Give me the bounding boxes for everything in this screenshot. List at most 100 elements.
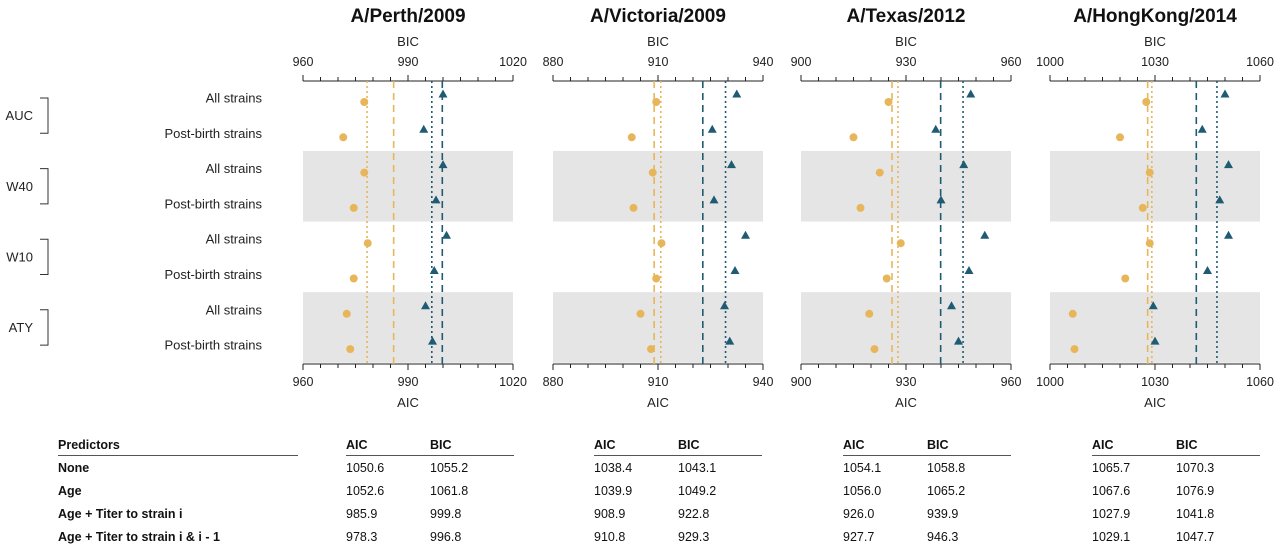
top-tick-label: 1020	[499, 55, 527, 69]
group-bracket	[40, 168, 49, 205]
bic-point	[1203, 266, 1212, 274]
bic-point	[1197, 124, 1207, 133]
bottom-axis-label: AIC	[647, 395, 669, 410]
aic-header: AIC	[1092, 438, 1176, 456]
aic-value: 985.9	[346, 506, 378, 521]
aic-point	[647, 345, 655, 354]
bottom-tick-label: 960	[1001, 375, 1022, 389]
bic-point	[438, 89, 448, 98]
bic-point	[980, 230, 990, 239]
aic-point	[1121, 274, 1130, 283]
bic-point	[709, 195, 719, 204]
group-label: AUC	[6, 108, 33, 123]
bic-point	[725, 336, 735, 345]
aic-point	[652, 98, 661, 106]
table-panel-victoria: AIC BIC 1038.4 1043.1 1039.9 1049.2 908.9 9…	[594, 438, 762, 548]
row-label: Post-birth strains	[164, 338, 262, 353]
bic-value: 996.8	[430, 529, 462, 544]
panel: A/Victoria/2009 BIC AIC 880 880 910 910 940 940	[543, 6, 774, 410]
panel-title: A/HongKong/2014	[1073, 6, 1237, 27]
group-band	[553, 292, 763, 363]
bic-value: 1061.8	[430, 483, 469, 498]
aic-value: 910.8	[594, 529, 626, 544]
panel-title: A/Texas/2012	[846, 6, 965, 27]
aic-point	[342, 309, 351, 318]
aic-point	[657, 239, 666, 248]
bic-value: 1043.1	[678, 460, 717, 475]
aic-point	[636, 309, 645, 318]
row-label: Post-birth strains	[164, 126, 262, 141]
panel: A/Perth/2009 BIC AIC 960 960 990 990 1020 1020	[293, 6, 527, 410]
bic-point	[954, 336, 963, 345]
aic-header: AIC	[346, 438, 430, 456]
bic-point	[1150, 336, 1160, 345]
predictors-header: Predictors	[58, 438, 298, 456]
bic-point	[966, 89, 976, 98]
aic-point	[849, 133, 858, 142]
bottom-tick-label: 1060	[1246, 375, 1274, 389]
bottom-tick-label: 990	[398, 375, 419, 389]
row-label: Post-birth strains	[164, 267, 262, 282]
row-label: All strains	[206, 302, 263, 317]
group-label: W40	[6, 179, 33, 194]
aic-point	[1116, 133, 1124, 142]
predictor-age-titer-i: Age + Titer to strain i	[58, 506, 183, 521]
group-label: W10	[6, 249, 33, 264]
bic-header: BIC	[927, 438, 1011, 456]
top-axis-label: BIC	[647, 34, 669, 49]
aic-point	[865, 309, 874, 318]
group-band	[801, 150, 1011, 222]
aic-point	[1068, 309, 1077, 318]
aic-point	[360, 98, 369, 106]
bic-point	[419, 124, 429, 133]
top-tick-label: 1030	[1141, 55, 1169, 69]
aic-value: 1027.9	[1092, 506, 1131, 521]
bic-header: BIC	[1176, 438, 1260, 456]
aic-point	[339, 133, 348, 142]
group-band	[1050, 292, 1260, 363]
aic-header: AIC	[843, 438, 927, 456]
bic-point	[438, 160, 448, 169]
group-bracket	[40, 97, 49, 134]
aic-point	[363, 239, 372, 248]
aic-header: AIC	[594, 438, 678, 456]
top-tick-label: 930	[896, 55, 917, 69]
table-panel-texas: AIC BIC 1054.1 1058.8 1056.0 1065.2 926.0 9…	[843, 438, 1011, 548]
bic-value: 1055.2	[430, 460, 469, 475]
aic-value: 1067.6	[1092, 483, 1131, 498]
bottom-axis-label: AIC	[1144, 395, 1166, 410]
bic-value: 1076.9	[1176, 483, 1215, 498]
bottom-tick-label: 1000	[1036, 375, 1064, 389]
top-tick-label: 960	[1001, 55, 1022, 69]
bic-point	[720, 301, 729, 310]
bic-point	[442, 230, 451, 239]
bic-point	[1224, 230, 1233, 239]
panel-title: A/Perth/2009	[350, 6, 465, 27]
aic-point	[627, 133, 636, 142]
group-band	[801, 292, 1011, 363]
aic-point	[875, 168, 884, 177]
aic-point	[870, 345, 879, 354]
bic-point	[959, 160, 969, 169]
bic-value: 939.9	[927, 506, 959, 521]
aic-point	[1138, 203, 1147, 212]
bic-value: 922.8	[678, 506, 710, 521]
table-panel-perth: AIC BIC 1050.6 1055.2 1052.6 1061.8 985.9 9…	[346, 438, 514, 548]
row-label: Post-birth strains	[164, 196, 262, 211]
panel-title: A/Victoria/2009	[590, 6, 726, 27]
top-tick-label: 1000	[1036, 55, 1064, 69]
aic-value: 1056.0	[843, 483, 882, 498]
aic-point	[346, 345, 355, 354]
aic-point	[360, 168, 369, 177]
predictors-table: Predictors None Age Age + Titer to strai…	[58, 438, 298, 548]
row-label: All strains	[206, 91, 263, 106]
panel: A/HongKong/2014 BIC AIC 1000 1000 1030 1030 106…	[1036, 6, 1274, 410]
bottom-tick-label: 930	[896, 375, 917, 389]
bic-point	[1215, 195, 1225, 204]
bic-value: 1070.3	[1176, 460, 1215, 475]
top-axis-label: BIC	[397, 34, 419, 49]
aic-point	[856, 203, 865, 212]
aic-value: 978.3	[346, 529, 378, 544]
group-label: ATY	[9, 320, 34, 335]
top-tick-label: 940	[753, 55, 774, 69]
